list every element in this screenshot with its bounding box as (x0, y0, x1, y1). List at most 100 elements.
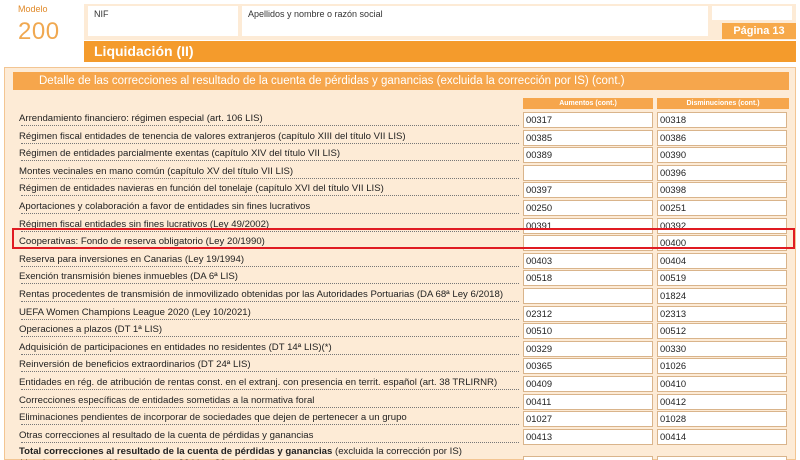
table-row: Adquisición de participaciones en entida… (15, 340, 795, 358)
decrease-field[interactable]: 00330 (657, 340, 787, 357)
table-row: Montes vecinales en mano común (capítulo… (15, 164, 795, 182)
decrease-field[interactable]: 00519 (657, 270, 787, 287)
leader-dots (21, 424, 519, 426)
detail-panel: Detalle de las correcciones al resultado… (4, 67, 796, 460)
decrease-field[interactable]: 00410 (657, 376, 787, 392)
total-row: Total correcciones al resultado de la cu… (15, 445, 795, 460)
table-row: Arrendamiento financiero: régimen especi… (15, 111, 795, 129)
row-label: Aportaciones y colaboración a favor de e… (19, 201, 314, 212)
detail-title: Detalle de las correcciones al resultado… (13, 72, 789, 90)
leader-dots (21, 213, 519, 214)
table-row: Exención transmisión bienes inmuebles (D… (15, 269, 795, 287)
increase-field[interactable] (523, 164, 653, 181)
row-label: Cooperativas: Fondo de reserva obligator… (19, 236, 268, 248)
name-label: Apellidos y nombre o razón social (248, 9, 383, 19)
row-label: Régimen de entidades navieras en función… (19, 183, 387, 195)
increase-field[interactable]: 02312 (523, 305, 653, 322)
table-row: Rentas procedentes de transmisión de inm… (15, 287, 795, 305)
row-label: Reinversión de beneficios extraordinario… (19, 359, 254, 371)
decrease-field[interactable]: 01026 (657, 358, 787, 375)
table-row: Reinversión de beneficios extraordinario… (15, 357, 795, 375)
decrease-field[interactable]: 00251 (657, 200, 787, 216)
modelo-box: Modelo 200 (6, 4, 78, 45)
leader-dots (21, 301, 519, 302)
leader-dots (21, 283, 519, 285)
decrease-field[interactable]: 01028 (657, 411, 787, 428)
row-label: Correcciones específicas de entidades so… (19, 394, 318, 406)
table-row: Entidades en rég. de atribución de renta… (15, 375, 795, 393)
decrease-field[interactable]: 02313 (657, 305, 787, 322)
decrease-field[interactable]: 00512 (657, 323, 787, 340)
increase-field[interactable]: 00413 (523, 428, 653, 445)
name-field[interactable]: Apellidos y nombre o razón social (242, 6, 708, 36)
column-header-increases: Aumentos (cont.) (523, 98, 653, 109)
increase-field[interactable]: 01027 (523, 411, 653, 428)
table-row: Régimen de entidades navieras en función… (15, 181, 795, 199)
row-label: Eliminaciones pendientes de incorporar d… (19, 412, 410, 424)
modelo-label: Modelo (18, 4, 48, 14)
modelo-number: 200 (18, 18, 60, 45)
increase-field[interactable]: 00389 (523, 147, 653, 164)
table-row: Operaciones a plazos (DT 1ª LIS) 00510 005… (15, 322, 795, 340)
increase-field[interactable]: 00409 (523, 376, 653, 392)
total-label-line2: (desglose en página 19 y en páginas 26 b… (19, 458, 258, 460)
total-label-rest: (excluida la corrección por IS) (332, 446, 462, 458)
decrease-field[interactable]: 00398 (657, 182, 787, 199)
total-label-bold: Total correcciones al resultado de la cu… (19, 446, 333, 458)
increase-field[interactable]: 00510 (523, 323, 653, 340)
row-label: Rentas procedentes de transmisión de inm… (19, 289, 507, 300)
increase-field[interactable]: 00385 (523, 129, 653, 146)
decrease-field[interactable]: 00404 (657, 252, 787, 269)
row-label: Operaciones a plazos (DT 1ª LIS) (19, 324, 166, 336)
table-row: UEFA Women Champions League 2020 (Ley 10… (15, 305, 795, 323)
leader-dots (21, 230, 519, 232)
row-label: Montes vecinales en mano común (capítulo… (19, 165, 297, 177)
decrease-field[interactable]: 00386 (657, 129, 787, 146)
leader-dots (21, 160, 519, 162)
nif-label: NIF (94, 9, 109, 19)
increase-field[interactable]: 00329 (523, 340, 653, 357)
increase-field[interactable]: 00397 (523, 182, 653, 199)
table-row: Correcciones específicas de entidades so… (15, 393, 795, 411)
increase-field[interactable]: 00518 (523, 270, 653, 287)
row-label: Otras correcciones al resultado de la cu… (19, 429, 317, 441)
leader-dots (21, 441, 519, 443)
header-aux-field[interactable] (712, 6, 792, 20)
leader-dots (21, 371, 519, 373)
leader-dots (21, 195, 519, 197)
table-row: Reserva para inversiones en Canarias (Le… (15, 252, 795, 270)
table-row: Régimen fiscal entidades de tenencia de … (15, 129, 795, 147)
row-label: Arrendamiento financiero: régimen especi… (19, 113, 266, 124)
increase-field[interactable]: 00250 (523, 200, 653, 216)
decrease-field[interactable]: 00412 (657, 393, 787, 410)
row-label: Entidades en rég. de atribución de renta… (19, 377, 501, 388)
table-row: Régimen de entidades parcialmente exenta… (15, 146, 795, 164)
leader-dots (21, 406, 519, 408)
total-decrease-field[interactable]: 00418 (657, 456, 787, 460)
total-label: Total correcciones al resultado de la cu… (19, 446, 462, 457)
leader-dots (21, 336, 519, 338)
page-number-tab: Página 13 (722, 23, 796, 39)
nif-field[interactable]: NIF (88, 6, 238, 36)
leader-dots (21, 125, 519, 126)
row-label: Régimen fiscal entidades sin fines lucra… (19, 218, 273, 230)
increase-field[interactable]: 00317 (523, 112, 653, 128)
decrease-field[interactable]: 01824 (657, 288, 787, 304)
row-label: Adquisición de participaciones en entida… (19, 341, 335, 353)
decrease-field[interactable]: 00396 (657, 164, 787, 181)
table-row: Otras correcciones al resultado de la cu… (15, 428, 795, 446)
leader-dots (21, 177, 519, 179)
table-row: Aportaciones y colaboración a favor de e… (15, 199, 795, 217)
increase-field[interactable] (523, 288, 653, 304)
total-increase-field[interactable]: 00417 (523, 456, 653, 460)
decrease-field[interactable]: 00390 (657, 147, 787, 164)
increase-field[interactable]: 00403 (523, 252, 653, 269)
decrease-field[interactable]: 00318 (657, 112, 787, 128)
increase-field[interactable]: 00365 (523, 358, 653, 375)
leader-dots (21, 142, 519, 144)
decrease-field[interactable]: 00414 (657, 428, 787, 445)
section-title: Liquidación (II) (84, 41, 796, 62)
leader-dots (21, 353, 519, 355)
increase-field[interactable]: 00411 (523, 393, 653, 410)
leader-dots (21, 389, 519, 390)
